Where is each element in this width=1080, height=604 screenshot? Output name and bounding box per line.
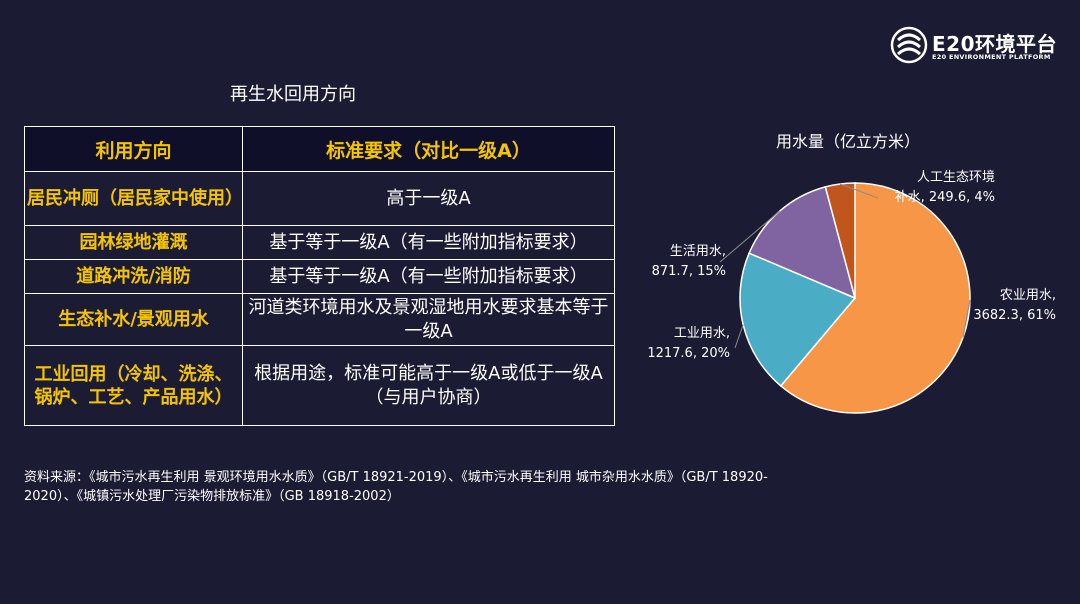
row-direction: 园林绿地灌溉 <box>24 225 243 260</box>
table-title: 再生水回用方向 <box>230 84 356 105</box>
pie-label-agriculture: 农业用水, 3682.3, 61% <box>973 288 1056 323</box>
brand-logo: E20环境平台 E20 ENVIRONMENT PLATFORM <box>890 24 1060 68</box>
pie-label-line2: 3682.3, 61% <box>973 308 1056 323</box>
table-row: 园林绿地灌溉 基于等于一级A（有一些附加指标要求） <box>24 225 615 260</box>
leader-line-industry <box>734 324 744 349</box>
pie-label-line2: 补水, 249.6, 4% <box>895 190 995 205</box>
pie-slice-domestic <box>748 185 857 300</box>
logo-subtitle: E20 ENVIRONMENT PLATFORM <box>932 53 1051 61</box>
row-requirement: 基于等于一级A（有一些附加指标要求） <box>242 225 615 260</box>
row-requirement: 基于等于一级A（有一些附加指标要求） <box>242 259 615 294</box>
logo-name: E20环境平台 <box>932 32 1057 56</box>
pie-label-line1: 工业用水, <box>674 326 730 341</box>
source-citation: 资料来源：《城市污水再生利用 景观环境用水水质》（GB/T 18921-2019… <box>24 470 768 504</box>
leader-line-ecological <box>839 183 879 199</box>
row-requirement: 根据用途，标准可能高于一级A或低于一级A（与用户协商） <box>242 345 615 426</box>
leader-line-domestic <box>719 210 780 263</box>
pie-label-line2: 1217.6, 20% <box>647 346 730 361</box>
chart-title: 用水量（亿立方米） <box>776 132 921 151</box>
pie-label-domestic: 生活用水, 871.7, 15% <box>652 244 726 279</box>
row-direction: 生态补水/景观用水 <box>24 293 243 346</box>
pie-label-line2: 871.7, 15% <box>652 264 726 279</box>
table-header-row: 利用方向 标准要求（对比一级A） <box>24 126 615 172</box>
pie-label-industry: 工业用水, 1217.6, 20% <box>647 326 730 361</box>
header-requirement: 标准要求（对比一级A） <box>242 126 615 172</box>
header-direction: 利用方向 <box>24 126 243 172</box>
swirl-logo-icon <box>890 26 928 64</box>
reuse-standards-table: 利用方向 标准要求（对比一级A） 居民冲厕（居民家中使用） 高于一级A 园林绿地… <box>24 126 615 426</box>
table-row: 工业回用（冷却、洗涤、锅炉、工艺、产品用水） 根据用途，标准可能高于一级A或低于… <box>24 345 615 426</box>
pie-label-line1: 人工生态环境 <box>917 170 995 185</box>
table-row: 居民冲厕（居民家中使用） 高于一级A <box>24 171 615 226</box>
water-use-pie-chart: 农业用水, 3682.3, 61% 工业用水, 1217.6, 20% 生活用水, 871… <box>647 170 1056 414</box>
table-row: 道路冲洗/消防 基于等于一级A（有一些附加指标要求） <box>24 259 615 294</box>
row-requirement: 河道类环境用水及景观湿地用水要求基本等于一级A <box>242 293 615 346</box>
row-direction: 道路冲洗/消防 <box>24 259 243 294</box>
pie-label-ecological: 人工生态环境补水, 249.6, 4% <box>895 170 995 205</box>
table-row: 生态补水/景观用水 河道类环境用水及景观湿地用水要求基本等于一级A <box>24 293 615 346</box>
row-direction: 居民冲厕（居民家中使用） <box>24 171 243 226</box>
pie-label-line1: 生活用水, <box>670 244 726 259</box>
leader-line-agriculture <box>962 299 971 338</box>
row-direction: 工业回用（冷却、洗涤、锅炉、工艺、产品用水） <box>24 345 243 426</box>
row-requirement: 高于一级A <box>242 171 615 226</box>
pie-label-line1: 农业用水, <box>1000 288 1056 303</box>
